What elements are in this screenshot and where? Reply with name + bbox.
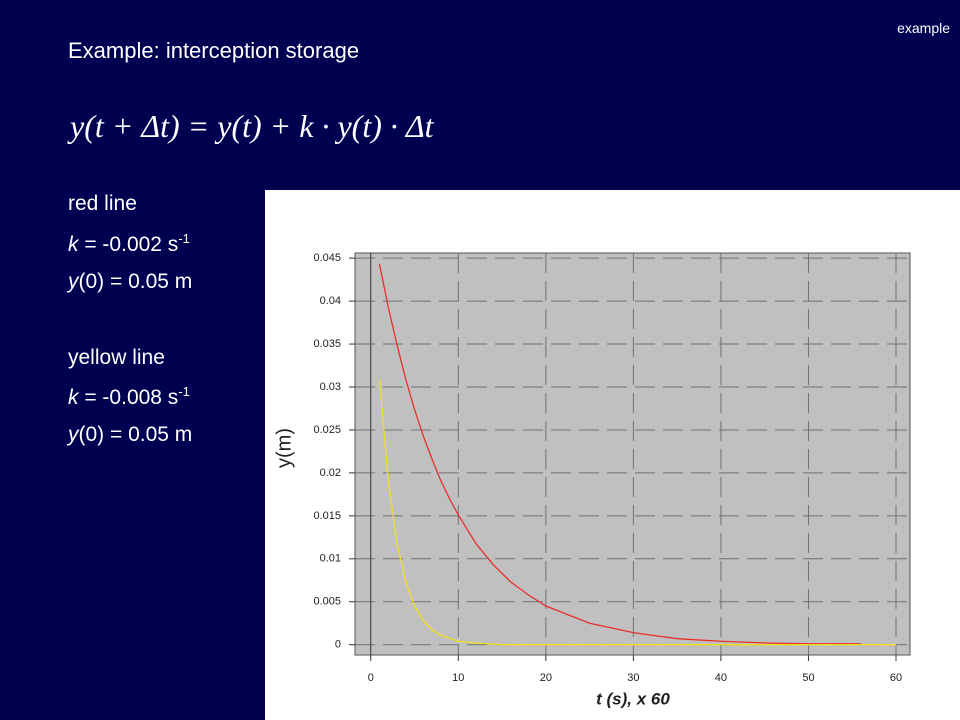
plot-area <box>354 252 911 656</box>
note-k: k = -0.002 s-1 <box>68 231 190 257</box>
y-tick-label: 0 <box>335 639 341 651</box>
text: k <box>68 386 79 409</box>
text: y <box>68 423 79 446</box>
y-tick-label: 0.005 <box>313 596 341 608</box>
text: y <box>68 270 79 293</box>
x-tick-label: 20 <box>540 672 552 684</box>
y-tick-label: 0.01 <box>320 553 341 565</box>
text: (0) = 0.05 m <box>78 423 193 446</box>
text: k <box>68 233 79 256</box>
y-tick-label: 0.025 <box>313 424 341 436</box>
note-k: k = -0.008 s-1 <box>68 384 190 410</box>
x-tick-label: 40 <box>715 672 727 684</box>
title: Example: interception storage <box>68 38 360 63</box>
x-tick-label: 60 <box>890 672 902 684</box>
text: = -0.002 s <box>78 233 179 256</box>
note-y0: y(0) = 0.05 m <box>68 270 192 294</box>
x-tick-label: 0 <box>368 672 374 684</box>
text: = -0.008 s <box>78 386 179 409</box>
data-line <box>378 264 861 645</box>
x-tick-label: 10 <box>452 672 464 684</box>
note-heading: yellow line <box>68 346 165 369</box>
x-tick-label: 30 <box>627 672 639 684</box>
note-heading: red line <box>68 192 137 215</box>
y-tick-label: 0.045 <box>313 252 341 264</box>
note-y0: y(0) = 0.05 m <box>68 423 192 447</box>
data-line <box>378 379 896 646</box>
text: -1 <box>178 384 190 399</box>
x-tick-label: 50 <box>802 672 814 684</box>
chart: y(m) t (s), x 60 0 0.005 0.01 0.015 0.02 0.02… <box>265 190 960 720</box>
text: -1 <box>178 231 190 246</box>
ylabel-box <box>265 412 295 484</box>
corner-label: example <box>897 20 950 36</box>
y-tick-label: 0.02 <box>320 467 341 479</box>
y-axis-label: y(m) <box>273 428 295 468</box>
equation: y(t + Δt) = y(t) + k · y(t) · Δt <box>70 108 434 144</box>
y-tick-label: 0.04 <box>320 295 341 307</box>
y-tick-label: 0.03 <box>320 381 341 393</box>
x-axis-label: t (s), x 60 <box>596 689 670 708</box>
y-tick-label: 0.015 <box>313 510 341 522</box>
text: (0) = 0.05 m <box>78 270 193 293</box>
y-tick-label: 0.035 <box>313 338 341 350</box>
